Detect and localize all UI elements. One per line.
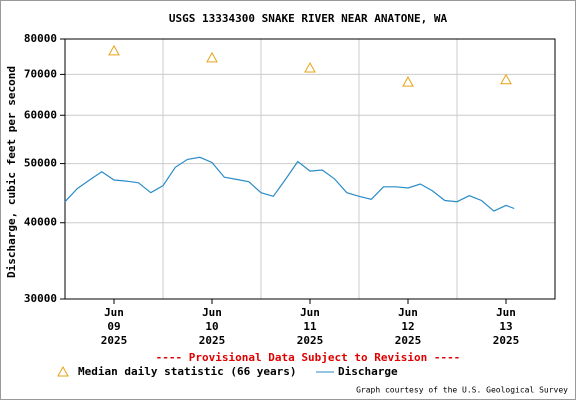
x-tick-label: 2025	[199, 334, 226, 347]
x-tick-label: 13	[499, 320, 512, 333]
marker	[108, 44, 120, 56]
y-tick-label: 50000	[24, 157, 57, 170]
chart-title: USGS 13334300 SNAKE RIVER NEAR ANATONE, …	[169, 12, 448, 25]
x-tick-label: Jun	[496, 306, 516, 319]
y-tick-label: 70000	[24, 67, 57, 80]
x-tick-label: 2025	[493, 334, 520, 347]
y-tick-label: 60000	[24, 108, 57, 121]
marker	[206, 51, 218, 63]
legend-label: Discharge	[338, 365, 398, 378]
marker	[402, 76, 414, 87]
x-tick-label: Jun	[104, 306, 124, 319]
plot-area	[64, 38, 556, 300]
credit: Graph courtesy of the U.S. Geological Su…	[356, 386, 568, 395]
x-tick-label: Jun	[398, 306, 418, 319]
x-tick-label: Jun	[300, 306, 320, 319]
x-tick-label: 09	[107, 320, 120, 333]
y-tick-label: 80000	[24, 32, 57, 45]
y-tick-label: 40000	[24, 216, 57, 229]
legend-label: Median daily statistic (66 years)	[78, 365, 297, 378]
marker	[304, 62, 316, 73]
x-tick-label: 2025	[297, 334, 324, 347]
x-tick-label: 2025	[395, 334, 422, 347]
line	[64, 156, 515, 212]
x-tick-label: Jun	[202, 306, 222, 319]
annotation: ---- Provisional Data Subject to Revisio…	[156, 351, 461, 364]
y-tick-label: 30000	[24, 292, 57, 305]
x-tick-label: 11	[303, 320, 317, 333]
legend-marker	[57, 365, 69, 377]
x-tick-label: 10	[205, 320, 218, 333]
marker	[500, 73, 512, 85]
x-tick-label: 2025	[101, 334, 128, 347]
y-axis-label: Discharge, cubic feet per second	[5, 66, 18, 278]
x-tick-label: 12	[401, 320, 414, 333]
